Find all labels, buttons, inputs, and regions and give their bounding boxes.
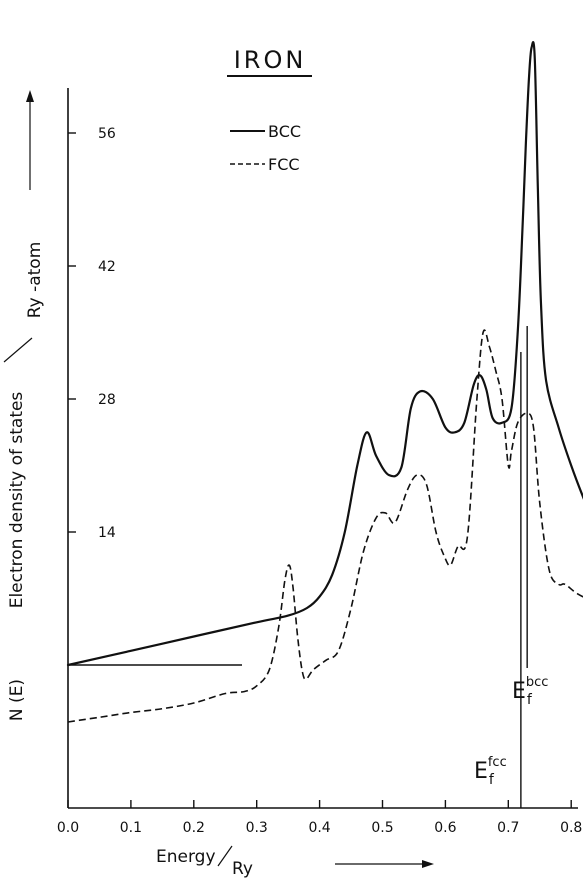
y-tick-label: 14: [98, 525, 116, 541]
x-axis-label-slash: [217, 845, 233, 867]
x-tick-label: 0.1: [120, 820, 142, 836]
y-axis-label-main: Electron density of states: [7, 392, 27, 609]
legend-label-fcc: FCC: [268, 155, 300, 174]
x-tick-label: 0.7: [497, 820, 519, 836]
y-ticks: 14 28 42 56: [68, 126, 116, 541]
series-line-bcc: [66, 41, 583, 667]
x-axis-label-unit: Ry: [232, 859, 253, 879]
y-axis-label: N (E) Electron density of states Ry -ato…: [3, 90, 45, 721]
x-tick-label: 0.8: [560, 820, 582, 836]
fermi-bcc-base: E: [512, 679, 526, 704]
x-tick-label: 0.4: [308, 820, 330, 836]
fermi-fcc-base: E: [474, 759, 488, 784]
y-axis-label-unit: Ry -atom: [25, 242, 45, 319]
x-tick-label: 0.5: [371, 820, 393, 836]
x-axis-arrow-head: [422, 860, 434, 868]
y-axis-arrow-head: [26, 90, 34, 102]
fermi-bcc-sub: f: [527, 692, 533, 708]
fermi-level-bcc-label: Ef bcc: [512, 675, 548, 708]
x-axis-label-main: Energy: [156, 847, 216, 867]
legend-label-bcc: BCC: [268, 122, 301, 141]
x-axis-label: Energy Ry: [156, 845, 434, 879]
x-tick-label: 0.3: [246, 820, 268, 836]
chart-title: IRON: [234, 46, 307, 74]
fermi-level-fcc-label: Ef fcc: [474, 755, 507, 788]
y-tick-label: 42: [98, 259, 116, 275]
y-tick-label: 28: [98, 392, 116, 408]
y-tick-label: 56: [98, 126, 116, 142]
fermi-fcc-sub: f: [489, 772, 495, 788]
fermi-fcc-sup: fcc: [488, 755, 507, 770]
y-axis-label-slash: [3, 337, 33, 363]
x-tick-label: 0.6: [434, 820, 456, 836]
x-ticks: 0.0 0.1 0.2 0.3 0.4 0.5 0.6 0.7 0.8: [57, 800, 582, 836]
y-axis-label-prefix: N (E): [7, 679, 27, 721]
series-line-fcc: [67, 329, 583, 723]
x-tick-label: 0.0: [57, 820, 79, 836]
fermi-bcc-sup: bcc: [526, 675, 549, 690]
x-tick-label: 0.2: [183, 820, 205, 836]
legend: BCC FCC: [230, 122, 301, 174]
